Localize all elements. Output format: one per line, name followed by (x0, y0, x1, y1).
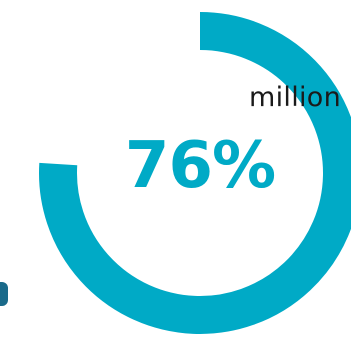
percent-value: 76% (124, 129, 276, 203)
donut-slice-filled (39, 12, 351, 334)
edge-accent-shape (0, 282, 8, 306)
label-million: million (249, 82, 342, 113)
